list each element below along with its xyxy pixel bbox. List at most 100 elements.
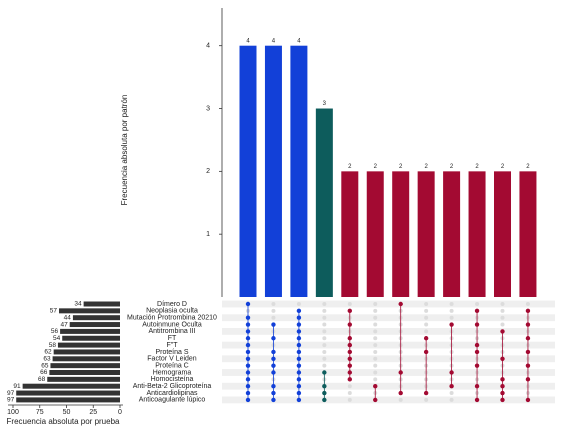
empty-dot [296,302,301,306]
set-value-label: 91 [13,383,21,390]
member-dot [245,384,251,389]
member-dot [398,301,403,307]
member-dot [296,363,302,368]
value-label: 2 [526,164,530,170]
set-bar [62,335,120,341]
value-label: 2 [450,164,454,170]
value-label: 2 [424,164,428,170]
member-dot [525,363,531,368]
empty-dot [322,329,327,334]
set-value-label: 68 [38,376,46,383]
set-name: Proteína S [155,349,188,356]
member-dot [245,356,251,361]
x-axis-label: Frecuencia absoluta por prueba [7,417,121,426]
bar [392,171,410,297]
member-dot [271,370,276,375]
member-dot [296,390,302,396]
set-bar [72,315,120,321]
empty-dot [500,308,505,313]
x-tick-label: 50 [63,409,71,416]
member-dot [398,390,403,396]
member-dot [474,322,480,327]
member-dot [347,377,352,382]
empty-dot [449,397,454,402]
empty-dot [322,336,327,341]
empty-dot [271,302,276,306]
member-dot [347,322,352,327]
set-value-label: 65 [41,362,49,369]
set-bar [57,342,120,348]
member-dot [525,397,531,403]
set-name: F"T [166,342,178,349]
empty-dot [424,397,429,402]
member-dot [245,342,251,348]
set-value-label: 47 [60,321,68,328]
set-name: Mutación Protrombina 20210 [127,315,217,322]
empty-dot [373,363,378,368]
member-dot [245,370,251,375]
member-dot [474,397,480,403]
member-dot [271,397,276,403]
set-value-label: 58 [49,342,57,349]
set-name: Homocisteína [151,376,194,383]
member-dot [271,336,276,341]
member-dot [296,370,302,375]
set-name: Proteína C [155,362,188,369]
set-name: Dímero D [157,301,187,308]
member-dot [500,397,505,403]
bar [417,171,435,297]
set-bar [22,383,121,389]
member-dot [500,384,505,389]
set-value-label: 54 [53,335,61,342]
empty-dot [373,302,378,306]
empty-dot [424,322,429,327]
empty-dot [322,349,327,354]
empty-dot [373,322,378,327]
member-dot [347,336,352,341]
empty-dot [373,349,378,354]
member-dot [423,349,429,355]
member-dot [525,322,531,327]
empty-dot [449,308,454,313]
set-name: Neoplasia oculta [146,308,198,315]
empty-dot [373,377,378,382]
member-dot [474,349,480,355]
empty-dot [322,363,327,368]
set-bar [83,301,120,307]
empty-dot [347,384,352,389]
value-label: 4 [246,38,250,44]
member-dot [271,349,276,355]
member-dot [474,363,480,368]
y-tick-label: 4 [206,43,210,50]
member-dot [500,377,505,382]
bar [239,45,257,298]
empty-dot [449,302,454,306]
set-value-label: 34 [74,301,82,308]
value-label: 3 [323,101,327,107]
value-label: 2 [374,164,378,170]
set-bar [60,328,120,334]
y-axis-label: Frecuencia absoluta por patrón [120,95,129,206]
set-name: Anti-Beta-2 Glicoproteína [133,383,212,390]
x-tick-label: 75 [36,409,44,416]
value-label: 4 [297,38,301,44]
set-bar [16,390,120,396]
set-value-label: 62 [44,349,52,356]
member-dot [500,329,505,334]
set-value-label: 57 [50,308,58,315]
member-dot [347,356,352,361]
set-name: Anticardiolipinas [147,390,198,397]
member-dot [322,384,327,389]
row-stripe [222,355,555,363]
bar [315,108,333,298]
member-dot [271,322,276,327]
member-dot [474,308,480,314]
empty-dot [347,397,352,402]
member-dot [296,315,302,320]
member-dot [347,308,352,314]
empty-dot [373,370,378,375]
member-dot [525,377,531,382]
set-bar [59,308,120,314]
member-dot [423,336,429,341]
bar [519,171,537,297]
